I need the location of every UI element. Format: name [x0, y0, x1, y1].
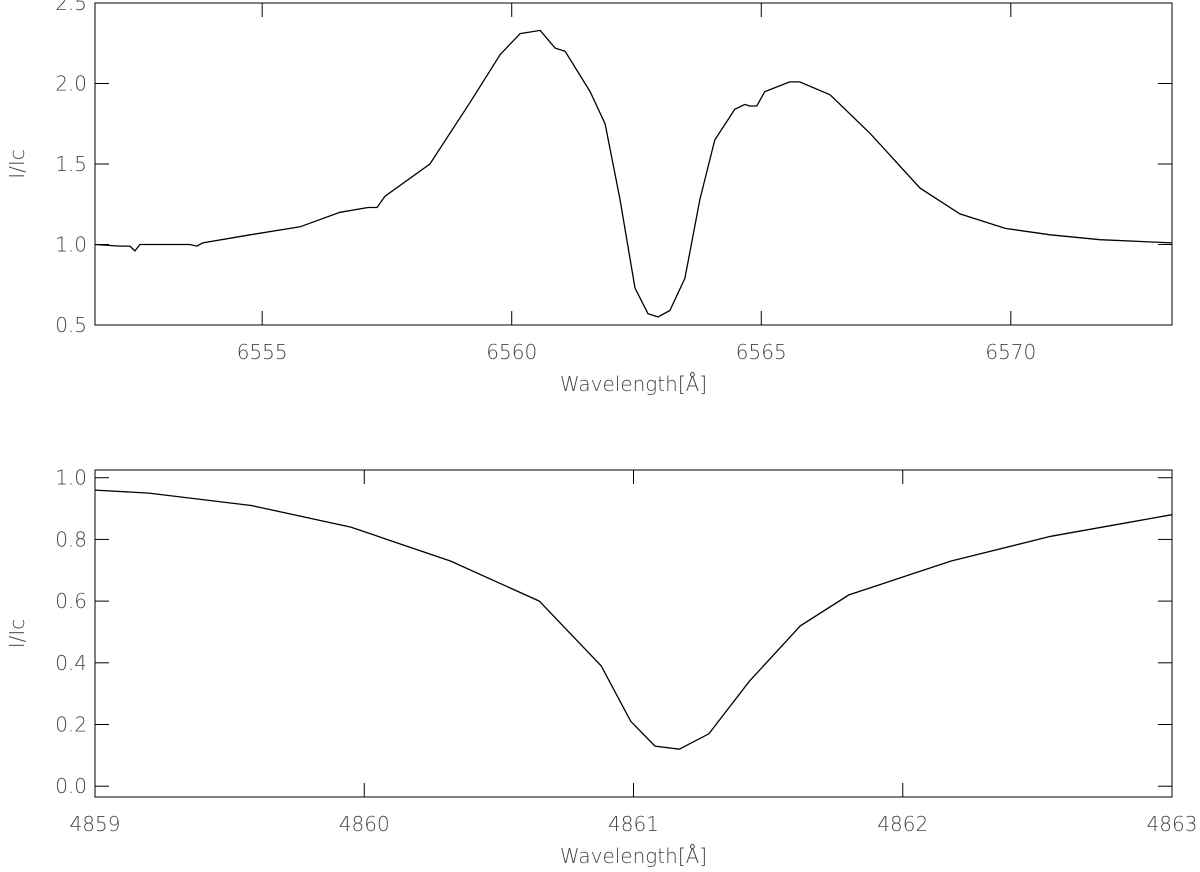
x-axis-label: Wavelength[Å]: [560, 372, 707, 396]
x-tick-label: 4863: [1147, 812, 1198, 836]
y-axis-label: I/Ic: [5, 149, 29, 179]
y-axis-label: I/Ic: [5, 619, 29, 649]
y-tick-label: 0.2: [55, 713, 87, 737]
x-tick-label: 6555: [237, 340, 288, 364]
x-tick-label: 6565: [736, 340, 787, 364]
y-tick-label: 0.5: [55, 313, 87, 337]
x-tick-label: 6570: [985, 340, 1036, 364]
spectrum-line: [94, 489, 1173, 750]
x-tick-label: 4861: [608, 812, 659, 836]
x-axis-label: Wavelength[Å]: [560, 844, 707, 868]
x-tick-label: 4860: [339, 812, 390, 836]
y-tick-label: 1.0: [55, 233, 87, 257]
y-tick-label: 1.5: [55, 152, 87, 176]
spectrum-line: [94, 29, 1173, 318]
x-tick-label: 4859: [70, 812, 121, 836]
y-tick-label: 1.0: [55, 466, 87, 490]
y-tick-label: 2.5: [55, 0, 87, 15]
y-tick-label: 0.6: [55, 589, 87, 613]
y-tick-label: 2.0: [55, 72, 87, 96]
plot-frame: [94, 469, 1173, 798]
y-tick-label: 0.0: [55, 774, 87, 798]
y-tick-label: 0.8: [55, 527, 87, 551]
x-tick-label: 4862: [877, 812, 928, 836]
y-tick-label: 0.4: [55, 651, 87, 675]
x-tick-label: 6560: [486, 340, 537, 364]
